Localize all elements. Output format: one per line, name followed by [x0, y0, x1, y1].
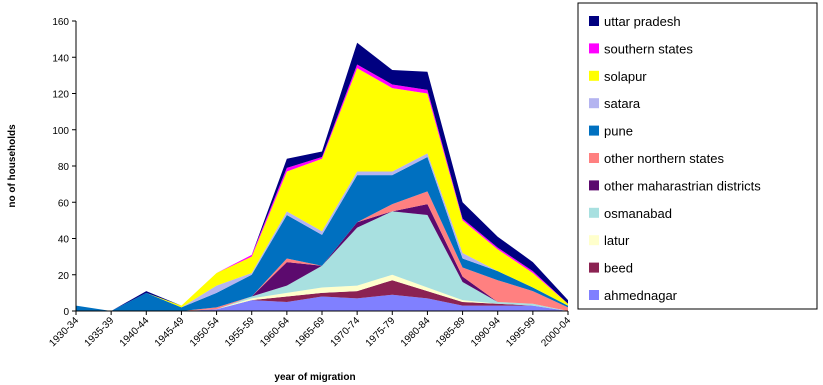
legend: uttar pradesh southern states solapur satar…	[589, 14, 761, 303]
x-tick-label: 1995-99	[504, 315, 538, 349]
legend-label-ahmednagar: ahmednagar	[604, 288, 678, 303]
x-tick-label: 1945-49	[153, 315, 187, 349]
legend-swatch-other-northern-states	[589, 153, 599, 163]
legend-label-osmanabad: osmanabad	[604, 206, 672, 221]
legend-label-satara: satara	[604, 96, 641, 111]
area-ahmednagar	[76, 294, 568, 311]
legend-label-other-maharastrian-districts: other maharastrian districts	[604, 178, 761, 193]
y-tick-label: 120	[52, 90, 69, 101]
legend-label-uttar-pradesh: uttar pradesh	[604, 14, 681, 29]
area-solapur	[76, 68, 568, 311]
legend-swatch-satara	[589, 98, 599, 109]
legend-swatch-pune	[589, 125, 599, 136]
x-tick-label: 1935-39	[83, 315, 117, 349]
x-tick-label: 1965-69	[293, 315, 327, 349]
x-tick-label: 1990-94	[469, 315, 503, 349]
y-tick-label: 100	[52, 126, 69, 137]
x-tick-label: 1975-79	[364, 315, 398, 349]
x-tick-label: 1980-84	[399, 315, 433, 349]
legend-label-pune: pune	[604, 124, 633, 139]
y-axis-title: no of households	[7, 124, 18, 208]
x-tick-label: 2000-04	[539, 315, 573, 349]
y-tick-label: 40	[58, 235, 70, 246]
y-tick-label: 20	[58, 271, 70, 282]
x-tick-label: 1985-89	[434, 315, 468, 349]
x-axis-title: year of migration	[274, 372, 355, 383]
legend-swatch-ahmednagar	[589, 290, 599, 300]
legend-box	[577, 2, 818, 310]
x-axis-ticks: 1930-34 1935-39 1940-44 1945-49 1950-54 1955-…	[47, 311, 573, 349]
y-tick-label: 80	[58, 162, 70, 173]
area-beed	[76, 280, 568, 311]
area-satara	[76, 153, 568, 311]
y-axis-ticks: 0 20 40 60 80 100 120 140 160	[52, 17, 76, 318]
legend-label-latur: latur	[604, 233, 630, 248]
y-tick-label: 140	[52, 53, 69, 64]
area-osmanabad	[76, 211, 568, 311]
legend-label-solapur: solapur	[604, 69, 647, 84]
legend-label-southern-states: southern states	[604, 41, 693, 56]
x-tick-label: 1970-74	[329, 315, 363, 349]
legend-swatch-solapur	[589, 70, 599, 81]
legend-swatch-latur	[589, 235, 599, 246]
x-tick-label: 1960-64	[258, 315, 292, 349]
y-tick-label: 60	[58, 198, 70, 209]
legend-swatch-uttar-pradesh	[589, 16, 599, 26]
area-latur	[76, 274, 568, 311]
x-tick-label: 1940-44	[118, 315, 152, 349]
legend-swatch-beed	[589, 262, 599, 273]
legend-label-beed: beed	[604, 261, 633, 276]
x-tick-label: 1930-34	[47, 315, 81, 349]
legend-label-other-northern-states: other northern states	[604, 151, 724, 166]
y-tick-label: 160	[52, 17, 69, 28]
legend-swatch-other-maharastrian-districts	[589, 180, 599, 191]
legend-swatch-southern-states	[589, 43, 599, 54]
legend-swatch-osmanabad	[589, 207, 599, 218]
area-other-northern-states	[76, 191, 568, 311]
x-tick-label: 1955-59	[223, 315, 257, 349]
area-layers	[76, 42, 568, 311]
x-tick-label: 1950-54	[188, 315, 222, 349]
y-tick-label: 0	[63, 307, 69, 318]
